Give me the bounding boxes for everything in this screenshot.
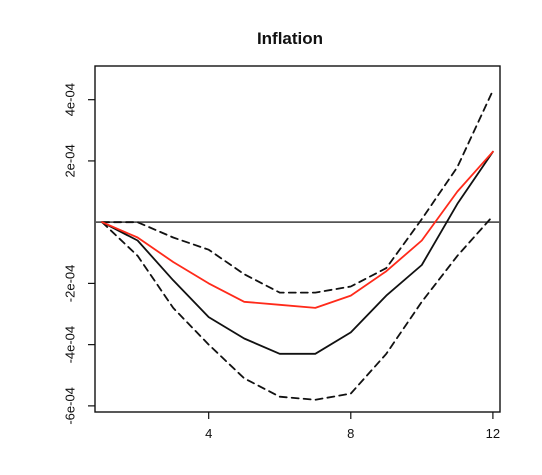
x-tick-label: 12 xyxy=(486,426,500,441)
axes: 4 8 12 -6e-04 -4e-04 -2e-04 2e-04 4e-04 xyxy=(62,83,500,441)
series-line-lower-band xyxy=(101,215,494,401)
series-layer xyxy=(95,89,500,401)
y-tick-label: 4e-04 xyxy=(62,83,77,116)
series-line-median xyxy=(101,150,494,355)
y-tick-label: -2e-04 xyxy=(62,265,77,303)
y-tick-label: -6e-04 xyxy=(62,387,77,425)
y-tick-label: 2e-04 xyxy=(62,144,77,177)
chart-title: Inflation xyxy=(257,29,323,48)
x-tick-label: 4 xyxy=(205,426,212,441)
series-line-upper-band xyxy=(101,89,494,294)
plot-frame xyxy=(94,65,501,413)
series-line-point-estimate xyxy=(101,150,494,309)
y-tick-label: -4e-04 xyxy=(62,326,77,364)
x-tick-label: 8 xyxy=(347,426,354,441)
